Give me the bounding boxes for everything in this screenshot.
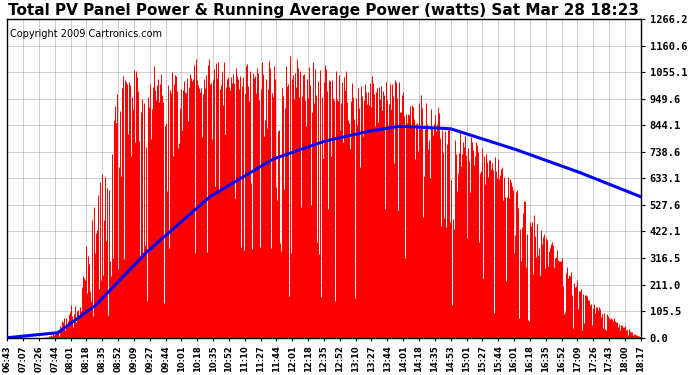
Text: Copyright 2009 Cartronics.com: Copyright 2009 Cartronics.com bbox=[10, 28, 162, 39]
Title: Total PV Panel Power & Running Average Power (watts) Sat Mar 28 18:23: Total PV Panel Power & Running Average P… bbox=[8, 3, 640, 18]
